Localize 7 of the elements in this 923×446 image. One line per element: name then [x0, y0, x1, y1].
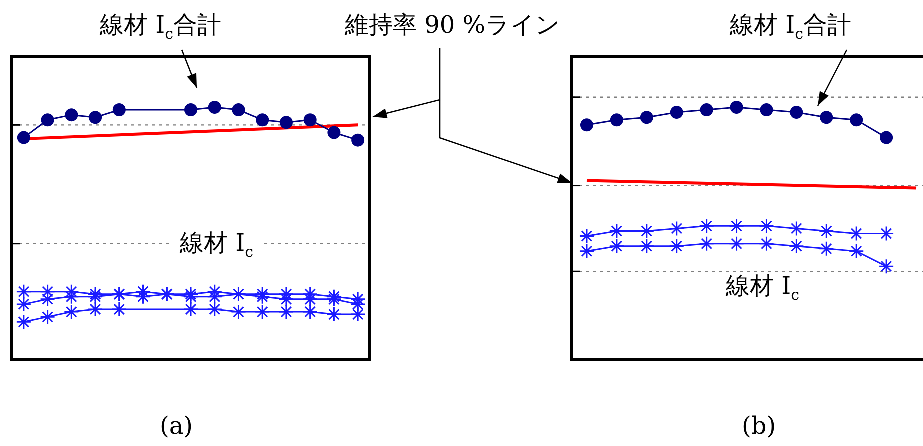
- text: 維持率 90 %ライン: [345, 11, 561, 39]
- annotation: 線材 I$_{c}$: [172, 229, 262, 261]
- annotation: 線材 I$_{c}$: [718, 272, 808, 304]
- text: 線材 I$_{c}$合計: [100, 11, 222, 43]
- text: (b): [742, 412, 776, 440]
- text: (a): [160, 412, 194, 440]
- text: 線材 I$_{c}$合計: [730, 11, 852, 43]
